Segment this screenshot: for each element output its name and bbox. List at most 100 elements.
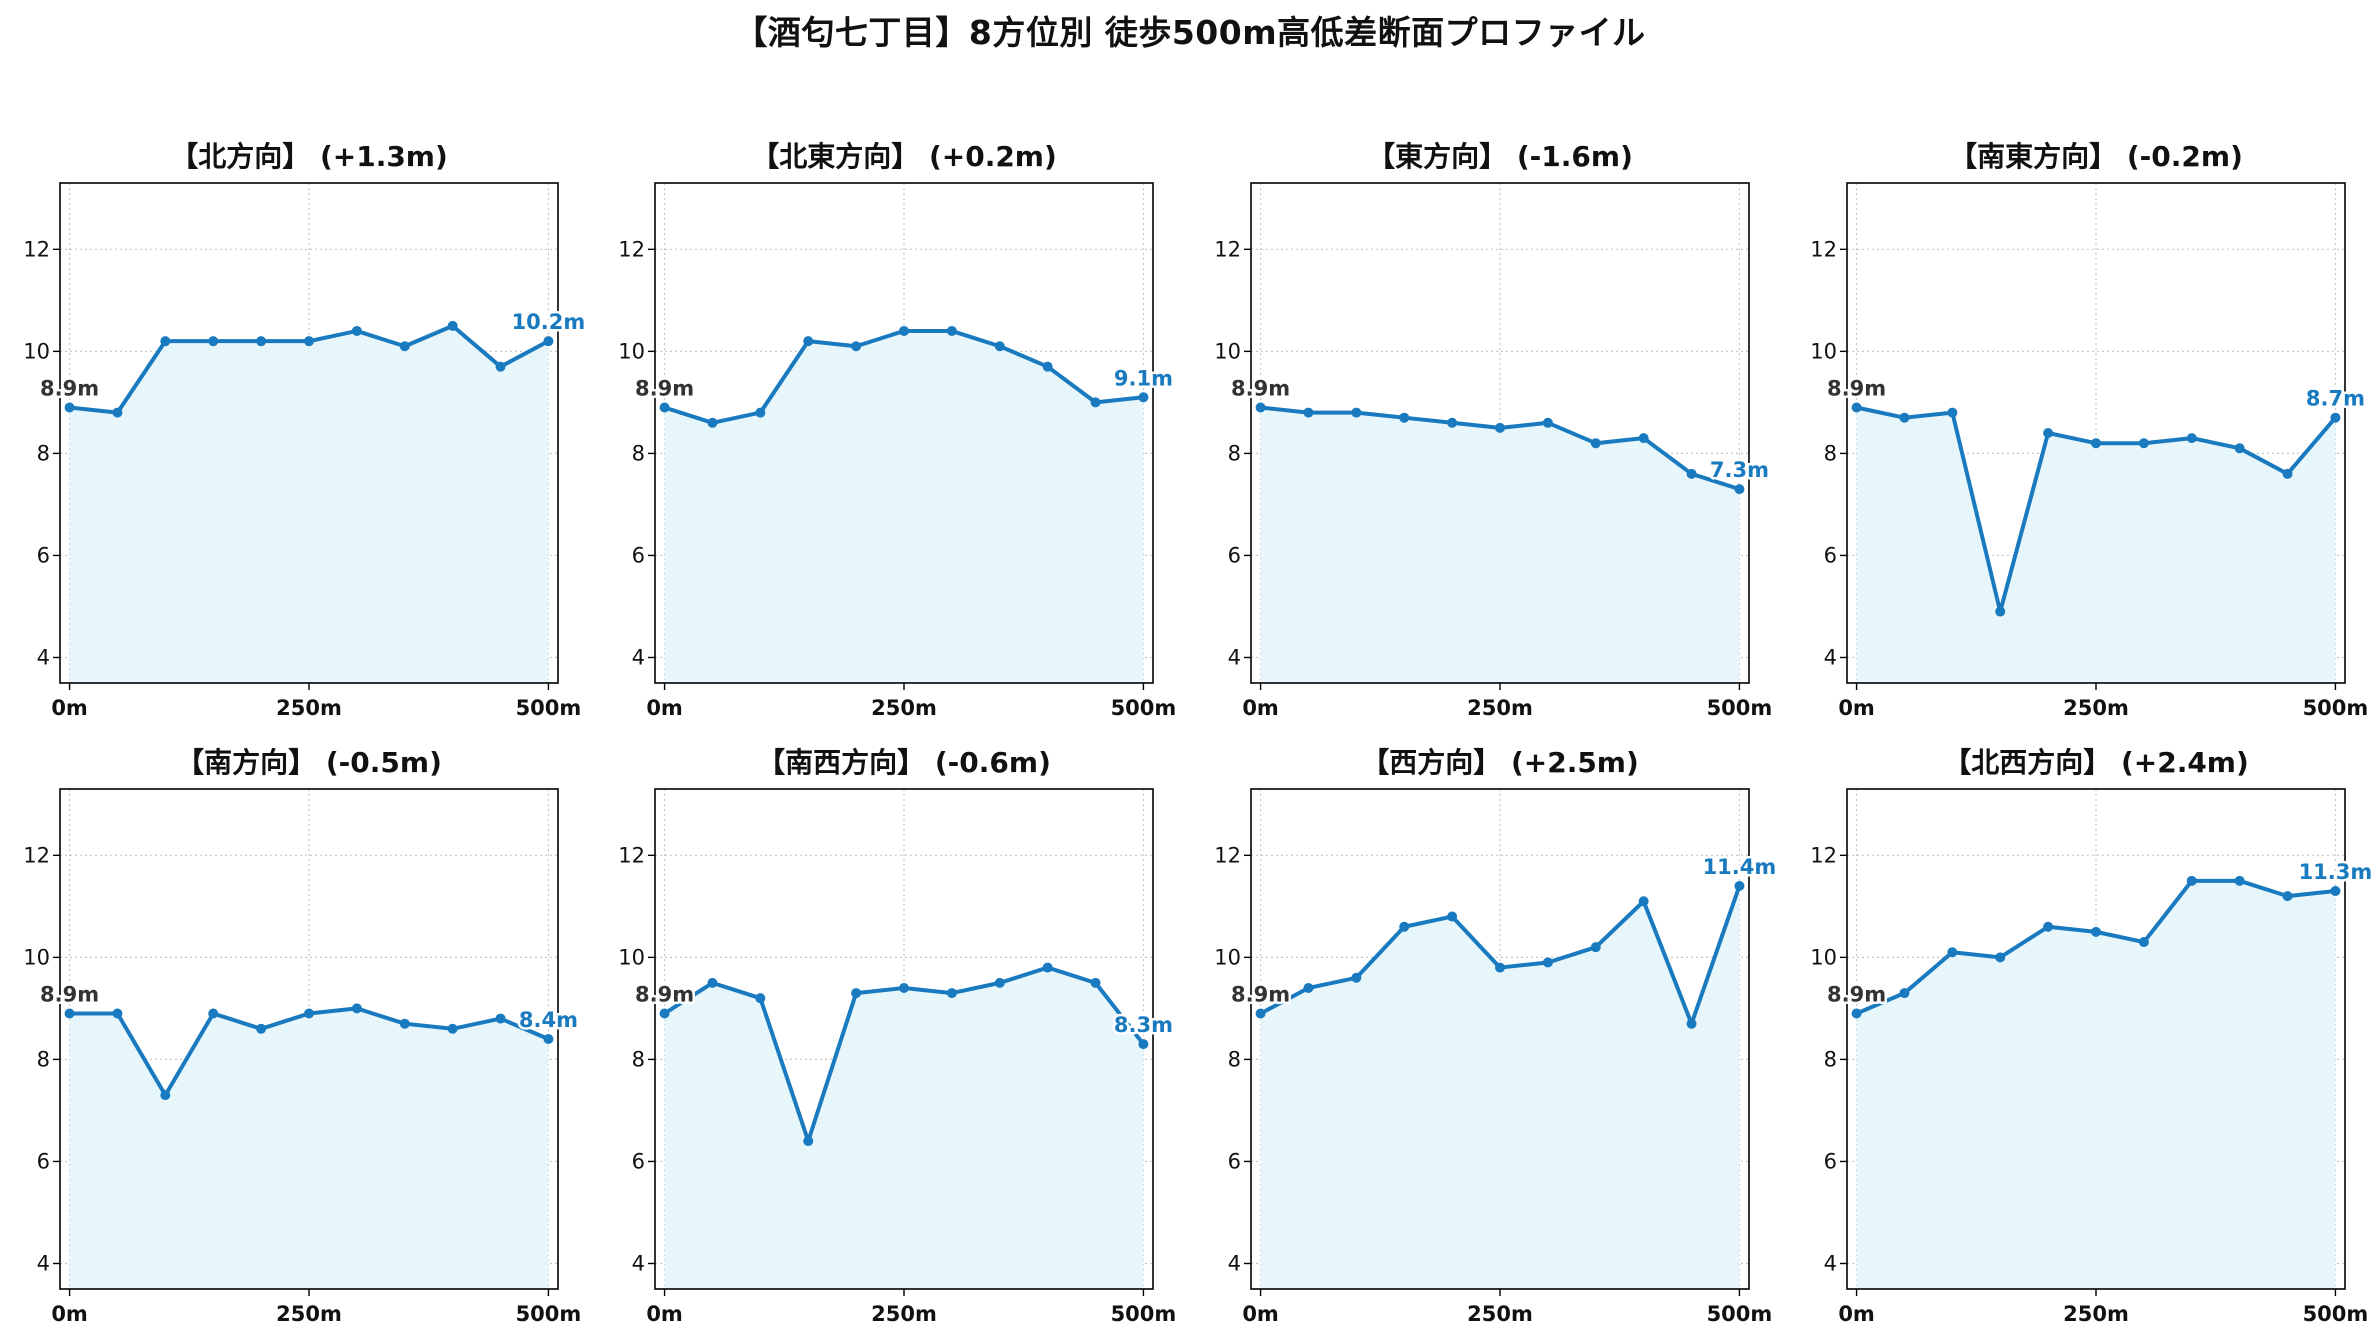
- y-tick-label: 6: [632, 1149, 645, 1173]
- data-point: [1351, 407, 1362, 418]
- data-point: [2043, 921, 2054, 932]
- subplot-title: 【東方向】 (-1.6m): [1367, 140, 1633, 173]
- y-tick-label: 12: [1214, 843, 1241, 867]
- data-point: [495, 361, 506, 372]
- y-tick-label: 8: [632, 1047, 645, 1071]
- data-point: [2186, 875, 2197, 886]
- area-fill: [1856, 880, 2336, 1289]
- data-point: [160, 1090, 171, 1101]
- y-tick-label: 8: [37, 1047, 50, 1071]
- data-point: [1995, 606, 2006, 617]
- data-point: [851, 341, 862, 352]
- y-tick-label: 10: [1810, 945, 1837, 969]
- x-tick-label: 0m: [1838, 696, 1875, 720]
- subplot-title: 【北東方向】 (+0.2m): [751, 140, 1057, 173]
- data-point: [1686, 468, 1697, 479]
- y-tick-label: 8: [1228, 1047, 1241, 1071]
- start-value-label: 8.9m: [1827, 982, 1886, 1006]
- data-point: [851, 988, 862, 999]
- y-tick-label: 4: [1824, 1251, 1837, 1275]
- data-point: [1851, 1008, 1862, 1019]
- data-point: [2138, 937, 2149, 948]
- data-point: [2282, 891, 2293, 902]
- start-value-label: 8.9m: [40, 376, 99, 400]
- data-point: [659, 1008, 670, 1019]
- y-tick-label: 6: [632, 543, 645, 567]
- data-point: [1734, 484, 1745, 495]
- x-tick-label: 500m: [516, 1302, 582, 1326]
- subplot-title: 【南方向】 (-0.5m): [176, 746, 442, 779]
- y-tick-label: 10: [1214, 945, 1241, 969]
- data-point: [1899, 988, 1910, 999]
- start-value-label: 8.9m: [1231, 376, 1290, 400]
- y-tick-label: 8: [1228, 441, 1241, 465]
- data-point: [994, 341, 1005, 352]
- data-point: [208, 336, 219, 347]
- data-point: [1399, 412, 1410, 423]
- data-point: [1542, 417, 1553, 428]
- y-tick-label: 12: [618, 237, 645, 261]
- data-point: [399, 341, 410, 352]
- start-value-label: 8.9m: [635, 982, 694, 1006]
- subplot-title: 【北西方向】 (+2.4m): [1943, 746, 2249, 779]
- y-tick-label: 6: [37, 543, 50, 567]
- data-point: [2234, 443, 2245, 454]
- y-tick-label: 10: [618, 339, 645, 363]
- data-point: [803, 336, 814, 347]
- data-point: [707, 977, 718, 988]
- y-tick-label: 4: [37, 1251, 50, 1275]
- subplot-title: 【南西方向】 (-0.6m): [757, 746, 1051, 779]
- data-point: [946, 325, 957, 336]
- x-tick-label: 0m: [646, 1302, 683, 1326]
- x-tick-label: 500m: [1707, 696, 1773, 720]
- data-point: [803, 1136, 814, 1147]
- x-tick-label: 250m: [2063, 696, 2129, 720]
- end-value-label: 8.7m: [2306, 387, 2365, 411]
- end-value-label: 8.4m: [519, 1008, 578, 1032]
- y-tick-label: 6: [1228, 543, 1241, 567]
- end-value-label: 9.1m: [1114, 366, 1173, 390]
- data-point: [2138, 438, 2149, 449]
- data-point: [1090, 977, 1101, 988]
- start-value-label: 8.9m: [40, 982, 99, 1006]
- x-tick-label: 250m: [276, 1302, 342, 1326]
- y-tick-label: 6: [1824, 1149, 1837, 1173]
- x-tick-label: 500m: [516, 696, 582, 720]
- data-point: [1303, 982, 1314, 993]
- subplot-3: 【東方向】 (-1.6m) 4 6 8 10 12 0m 250m 500m 8.9m 7.3m: [1214, 140, 1772, 720]
- start-value-label: 8.9m: [635, 376, 694, 400]
- data-point: [1042, 962, 1053, 973]
- y-tick-label: 4: [1824, 645, 1837, 669]
- y-tick-label: 8: [37, 441, 50, 465]
- data-point: [1447, 911, 1458, 922]
- y-tick-label: 12: [23, 843, 50, 867]
- data-point: [755, 407, 766, 418]
- data-point: [2234, 875, 2245, 886]
- data-point: [2091, 438, 2101, 449]
- y-tick-label: 8: [632, 441, 645, 465]
- data-point: [256, 1023, 267, 1034]
- y-tick-label: 4: [37, 645, 50, 669]
- y-tick-label: 10: [23, 945, 50, 969]
- data-point: [1590, 438, 1601, 449]
- subplot-6: 【南西方向】 (-0.6m) 4 6 8 10 12 0m 250m 500m 8.9m 8.3m: [618, 746, 1176, 1326]
- data-point: [2091, 926, 2101, 937]
- data-point: [1542, 957, 1553, 968]
- y-tick-label: 4: [632, 1251, 645, 1275]
- x-tick-label: 0m: [1242, 696, 1279, 720]
- x-tick-label: 0m: [51, 696, 88, 720]
- data-point: [755, 993, 766, 1004]
- data-point: [1447, 417, 1458, 428]
- y-tick-label: 4: [1228, 645, 1241, 669]
- x-tick-label: 0m: [1242, 1302, 1279, 1326]
- data-point: [994, 977, 1005, 988]
- subplot-1: 【北方向】 (+1.3m) 4 6 8 10 12 0m 250m 500m 8.9m 10.2m: [23, 140, 588, 720]
- data-point: [1399, 921, 1410, 932]
- area-fill: [1260, 407, 1740, 683]
- area-fill: [664, 967, 1144, 1289]
- data-point: [64, 402, 75, 413]
- data-point: [112, 1008, 123, 1019]
- y-tick-label: 10: [618, 945, 645, 969]
- data-point: [1255, 1008, 1266, 1019]
- data-point: [1851, 402, 1862, 413]
